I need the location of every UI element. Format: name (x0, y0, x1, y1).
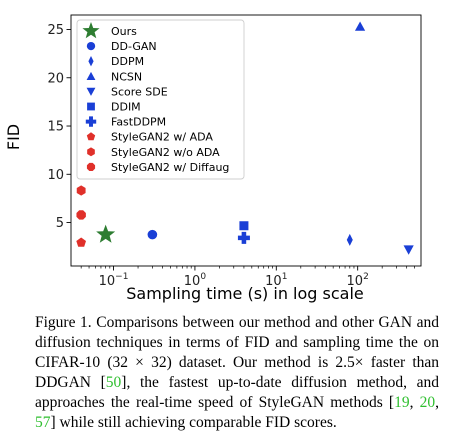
legend-marker (85, 116, 97, 127)
y-tick-label: 20 (47, 71, 64, 86)
legend-marker (86, 71, 96, 80)
citation-link[interactable]: 57 (35, 414, 51, 431)
point-ncsn (354, 21, 366, 31)
legend-marker (86, 162, 96, 171)
point-score-sde (403, 245, 414, 255)
point-stylegan2-w-diffaug (76, 210, 86, 220)
point-ours (96, 224, 116, 243)
legend-box (76, 19, 245, 180)
y-tick-label: 25 (47, 23, 64, 38)
legend-marker (86, 132, 96, 141)
citation-link[interactable]: 19 (394, 394, 410, 411)
legend-entry: DDPM (111, 55, 144, 68)
y-axis-label: FID (4, 124, 23, 150)
legend-entry: StyleGAN2 w/o ADA (111, 146, 220, 159)
caption-text-3: ] while still achieving comparable FID s… (50, 414, 337, 431)
x-tick-label: 102 (347, 272, 369, 289)
fid-vs-sampling-time-chart: 10−1 100 101 102 5 10 15 20 25 Ours DD-GAN DDPM NCS… (4, 14, 422, 303)
legend-marker (87, 147, 95, 157)
legend-marker (86, 41, 96, 51)
point-stylegan2-w-o-ada (76, 185, 86, 196)
point-fastddpm (237, 231, 250, 244)
plot-axes: 10−1 100 101 102 5 10 15 20 25 (47, 14, 422, 289)
plot-frame (70, 14, 422, 267)
legend-marker (86, 87, 96, 96)
x-tick-label: 10−1 (99, 272, 129, 289)
x-tick-label: 100 (184, 272, 207, 289)
x-axis-label: Sampling time (s) in log scale (126, 284, 364, 303)
point-stylegan2-w-ada (76, 237, 87, 247)
caption-separator: , (409, 394, 420, 411)
citation-link[interactable]: 50 (105, 374, 122, 391)
legend-entry: StyleGAN2 w/ Diffaug (111, 161, 229, 174)
point-ddim (239, 221, 249, 231)
legend-marker (82, 22, 100, 39)
legend-entry: Score SDE (111, 85, 168, 98)
caption-text-2: ], the fastest up-to-date diffusion meth… (35, 374, 439, 411)
data-points (76, 21, 414, 255)
caption-text-1: Comparisons between our method and other… (35, 314, 440, 391)
y-tick-label: 15 (47, 120, 64, 135)
caption-label: Figure 1. (35, 314, 92, 331)
legend-entry: Ours (111, 25, 137, 38)
caption-separator: , (435, 394, 440, 411)
legend-marker (87, 102, 95, 111)
legend-entry: NCSN (111, 70, 142, 83)
point-dd-gan (147, 229, 158, 240)
legend: Ours DD-GAN DDPM NCSN Score SDE DDIM FastDDPM S… (76, 19, 245, 180)
y-tick-label: 5 (56, 216, 64, 231)
figure-caption: Figure 1. Comparisons between our method… (35, 313, 439, 433)
x-tick-label: 101 (265, 272, 287, 289)
point-ddpm (346, 233, 353, 246)
legend-entry: DDIM (111, 101, 141, 114)
y-tick-label: 10 (47, 168, 64, 183)
legend-entry: FastDDPM (111, 116, 166, 129)
legend-entry: DD-GAN (111, 40, 157, 53)
legend-entry: StyleGAN2 w/ ADA (111, 131, 213, 144)
citation-link[interactable]: 20 (419, 394, 436, 411)
legend-marker (88, 56, 94, 67)
